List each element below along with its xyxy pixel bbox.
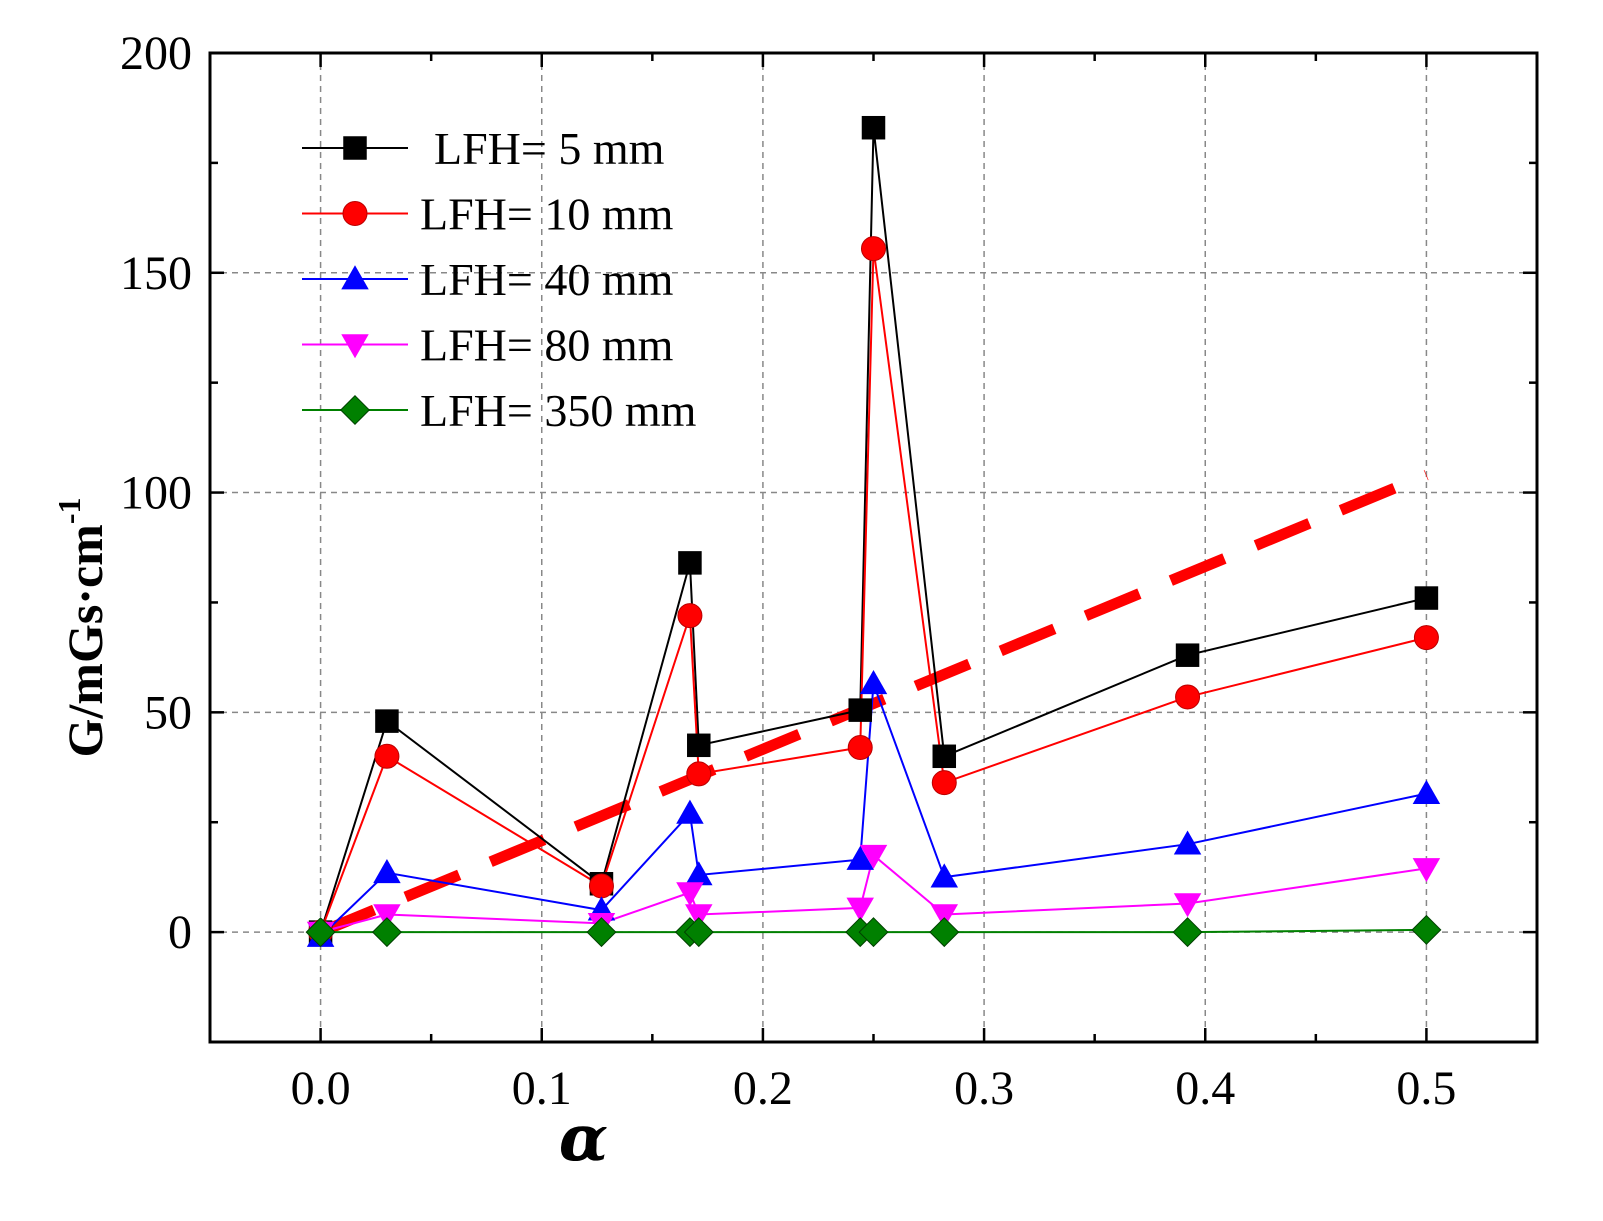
series-4-point [1173,893,1202,918]
y-tick-label: 150 [120,247,192,300]
series-line-4 [320,853,1427,934]
series-line-5 [320,928,1427,934]
series-2-point [931,770,957,796]
series-4-point [859,844,888,869]
series-4-point [676,882,704,907]
x-tick-label: 0.5 [1396,1062,1456,1115]
legend-label-5: LFH= 350 mm [420,385,697,436]
series-line-3 [319,683,1427,938]
y-axis-title: G/mGs·cm-1 [51,498,113,758]
y-tick-label: 0 [168,906,192,959]
legend-marker-1 [343,136,367,160]
legend-label-3: LFH= 40 mm [420,254,674,305]
series-5-point [1172,917,1203,948]
legend-marker-4 [341,334,369,359]
x-tick-label: 0.2 [733,1062,793,1115]
legend-marker-3 [341,265,369,290]
series-4-point [846,897,874,922]
y-tick-label: 200 [120,27,192,80]
series-1-point [1414,586,1439,610]
series-3-point [846,845,874,870]
series-4-point [685,904,713,929]
series-3-point [373,859,401,884]
series-lines [319,127,1427,938]
series-2-point [1175,684,1201,710]
legend-marker-2 [342,201,368,226]
series-1-point [687,733,711,758]
series-2-point [847,734,873,760]
series-3-point [685,861,713,886]
y-axis-title-superscript: -1 [51,498,87,525]
x-tick-label: 0.4 [1175,1062,1235,1115]
series-5-point [371,917,402,948]
x-tick-label: 0.3 [954,1062,1014,1115]
series-4-point [930,904,959,929]
series-2-point [861,236,886,262]
series-3-point [859,670,888,695]
legend-label-1: LFH= 5 mm [434,123,665,174]
legend-label-2: LFH= 10 mm [420,189,674,240]
trend-line [318,469,1429,938]
series-1-point [861,115,886,140]
series-5-point [586,917,617,948]
series-1-point [678,551,702,575]
x-axis-title: α [559,1101,608,1176]
axis-ticks [208,51,1539,1044]
series-4-point [373,904,401,929]
legend: LFH= 5 mm LFH= 10 mm LFH= 40 mm LFH= 80 mm L… [302,123,697,436]
series-3-point [1173,830,1202,855]
trend-line-group [318,469,1429,938]
series-markers [305,115,1442,948]
y-tick-label: 50 [144,686,192,739]
series-2-point [677,603,703,629]
y-axis-title-main: G/mGs·cm [57,524,113,757]
series-2-point [1413,625,1439,651]
y-tick-label: 100 [120,467,192,520]
series-5-point [305,917,336,948]
series-1-point [1175,643,1200,667]
series-1-point [848,698,872,722]
series-4-point [1412,858,1441,883]
legend-marker-5 [339,394,371,426]
series-5-point [929,917,960,948]
series-5-point [858,917,889,948]
series-1-point [375,709,399,733]
series-3-point [930,863,959,888]
series-3-point [1412,779,1441,804]
series-line-1 [319,127,1427,933]
x-tick-label: 0.0 [291,1062,351,1115]
series-5-point [683,917,714,948]
x-tick-label: 0.1 [512,1062,572,1115]
tick-labels: 0.0 0.1 0.2 0.3 0.4 0.5 0 50 100 150 200 [120,27,1456,1115]
series-line-2 [319,248,1427,933]
series-1-point [932,744,957,769]
series-2-point [588,873,614,899]
series-5-point [1411,914,1442,945]
series-2-point [374,743,400,769]
legend-label-4: LFH= 80 mm [420,320,674,371]
series-2-point [686,761,712,787]
series-3-point [676,799,704,824]
